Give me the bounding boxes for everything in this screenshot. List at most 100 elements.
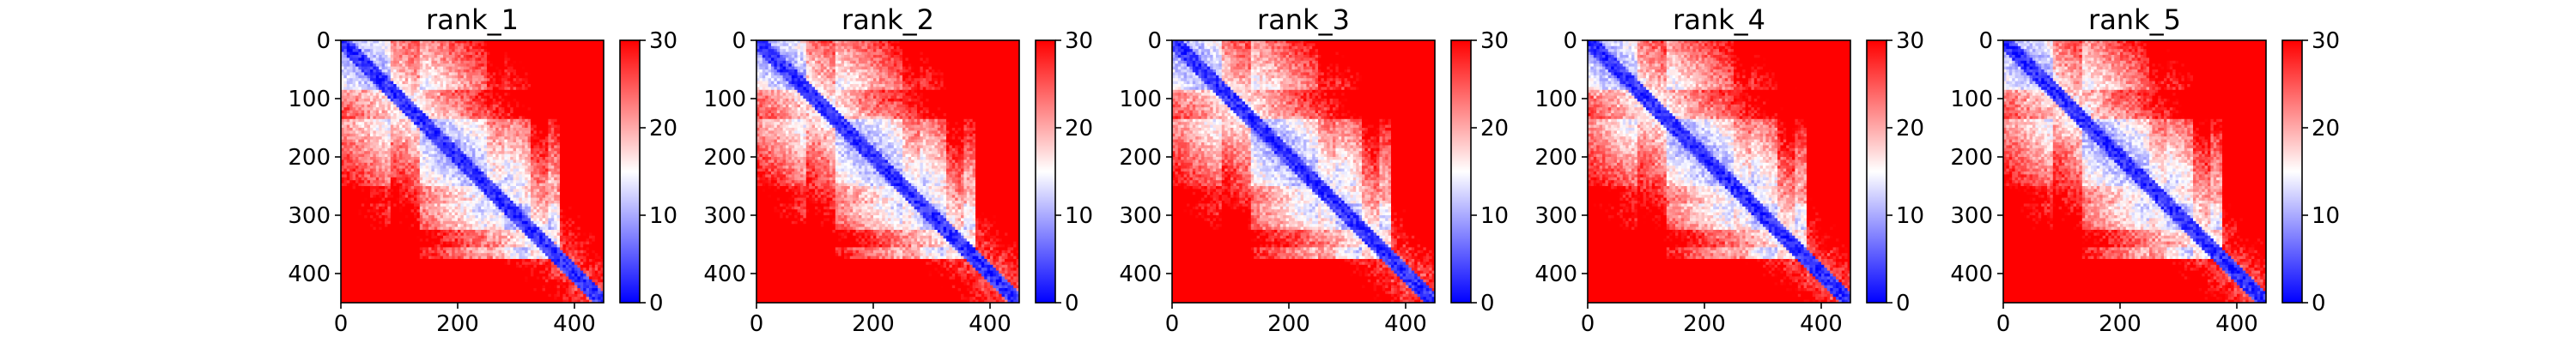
- heatmap-cell: [382, 78, 386, 81]
- heatmap-cell: [487, 101, 490, 105]
- heatmap-cell: [434, 49, 438, 52]
- heatmap-cell: [495, 81, 499, 85]
- heatmap-cell: [475, 99, 478, 102]
- heatmap-cell: [353, 116, 356, 119]
- heatmap-cell: [598, 61, 601, 64]
- heatmap-cell: [522, 96, 526, 99]
- heatmap-cell: [460, 105, 464, 108]
- heatmap-cell: [554, 81, 557, 85]
- heatmap-cell: [539, 128, 543, 131]
- heatmap-cell: [368, 81, 371, 85]
- heatmap-cell: [361, 72, 365, 75]
- heatmap-cell: [589, 90, 592, 93]
- heatmap-cell: [562, 116, 566, 119]
- heatmap-cell: [391, 52, 394, 56]
- heatmap-cell: [513, 57, 517, 61]
- heatmap-cell: [368, 78, 371, 81]
- heatmap-cell: [373, 128, 376, 131]
- heatmap-cell: [376, 78, 380, 81]
- heatmap-cell: [551, 55, 555, 58]
- heatmap-cell: [373, 75, 376, 79]
- heatmap-cell: [484, 84, 488, 87]
- heatmap-cell: [361, 84, 365, 87]
- heatmap-cell: [411, 134, 415, 137]
- heatmap-cell: [548, 87, 551, 90]
- heatmap-cell: [493, 113, 496, 117]
- heatmap-cell: [402, 134, 405, 137]
- heatmap-cell: [460, 63, 464, 67]
- heatmap-cell: [385, 84, 388, 87]
- heatmap-cell: [583, 99, 586, 102]
- heatmap-cell: [358, 67, 361, 70]
- heatmap-cell: [554, 111, 557, 114]
- heatmap-cell: [528, 101, 532, 105]
- heatmap-cell: [428, 130, 432, 134]
- heatmap-cell: [402, 84, 405, 87]
- heatmap-cell: [572, 125, 575, 129]
- heatmap-cell: [470, 107, 473, 111]
- heatmap-cell: [449, 72, 453, 75]
- heatmap-cell: [516, 96, 519, 99]
- heatmap-cell: [355, 69, 359, 73]
- heatmap-cell: [557, 99, 561, 102]
- heatmap-cell: [411, 52, 415, 56]
- heatmap-cell: [466, 49, 470, 52]
- heatmap-cell: [355, 122, 359, 125]
- heatmap-cell: [566, 52, 569, 56]
- heatmap-cell: [484, 122, 488, 125]
- heatmap-cell: [495, 78, 499, 81]
- heatmap-cell: [382, 128, 386, 131]
- heatmap-cell: [487, 107, 490, 111]
- heatmap-cell: [595, 93, 598, 96]
- heatmap-cell: [402, 69, 405, 73]
- heatmap-cell: [466, 61, 470, 64]
- heatmap-cell: [533, 43, 537, 46]
- heatmap-cell: [428, 113, 432, 117]
- heatmap-cell: [475, 96, 478, 99]
- heatmap-cell: [510, 134, 513, 137]
- heatmap-cell: [446, 87, 449, 90]
- heatmap-cell: [557, 43, 561, 46]
- heatmap-cell: [355, 113, 359, 117]
- heatmap-cell: [554, 43, 557, 46]
- heatmap-cell: [411, 96, 415, 99]
- heatmap-cell: [539, 43, 543, 46]
- heatmap-cell: [446, 67, 449, 70]
- heatmap-cell: [531, 125, 534, 129]
- heatmap-cell: [347, 72, 350, 75]
- heatmap-cell: [455, 49, 459, 52]
- heatmap-cell: [598, 111, 601, 114]
- heatmap-cell: [353, 69, 356, 73]
- heatmap-cell: [361, 101, 365, 105]
- heatmap-cell: [416, 43, 420, 46]
- heatmap-cell: [373, 122, 376, 125]
- heatmap-cell: [572, 67, 575, 70]
- heatmap-cell: [510, 43, 513, 46]
- heatmap-cell: [566, 84, 569, 87]
- heatmap-cell: [562, 81, 566, 85]
- heatmap-cell: [472, 134, 476, 137]
- heatmap-cell: [455, 78, 459, 81]
- heatmap-cell: [475, 125, 478, 129]
- heatmap-cell: [358, 130, 361, 134]
- heatmap-cell: [589, 46, 592, 50]
- heatmap-cell: [533, 105, 537, 108]
- heatmap-cell: [385, 57, 388, 61]
- heatmap-cell: [420, 130, 423, 134]
- heatmap-cell: [574, 63, 578, 67]
- heatmap-cell: [358, 128, 361, 131]
- heatmap-cell: [355, 93, 359, 96]
- heatmap-cell: [562, 75, 566, 79]
- heatmap-cell: [393, 90, 397, 93]
- heatmap-cell: [376, 134, 380, 137]
- heatmap-cell: [420, 116, 423, 119]
- heatmap-cell: [353, 52, 356, 56]
- heatmap-cell: [449, 93, 453, 96]
- heatmap-cell: [568, 55, 572, 58]
- heatmap-cell: [393, 72, 397, 75]
- heatmap-cell: [572, 101, 575, 105]
- heatmap-cell: [446, 134, 449, 137]
- heatmap-cell: [525, 67, 528, 70]
- heatmap-cell: [545, 67, 549, 70]
- heatmap-cell: [414, 119, 417, 123]
